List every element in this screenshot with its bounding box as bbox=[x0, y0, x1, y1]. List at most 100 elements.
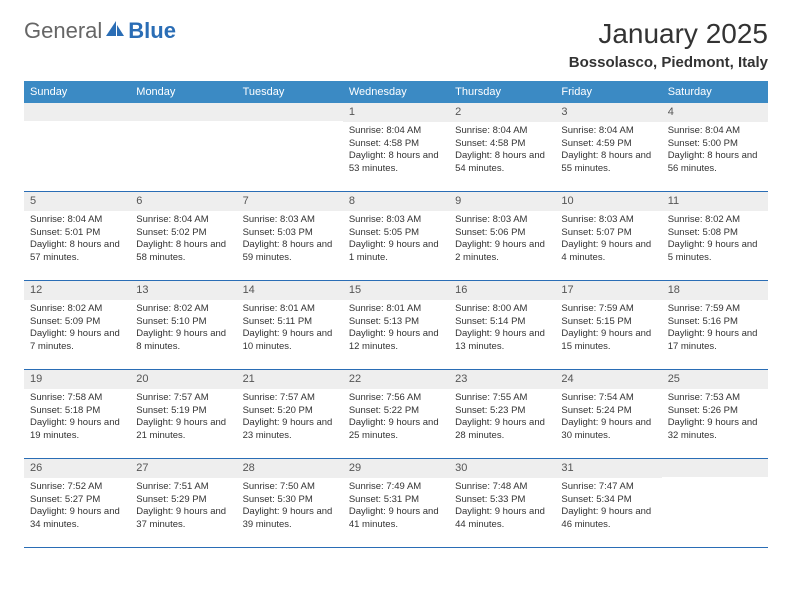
day-number: 18 bbox=[662, 281, 768, 300]
sunset-text: Sunset: 5:11 PM bbox=[243, 316, 337, 329]
day-body: Sunrise: 7:50 AMSunset: 5:30 PMDaylight:… bbox=[237, 478, 343, 537]
sunrise-text: Sunrise: 7:55 AM bbox=[455, 392, 549, 405]
sunrise-text: Sunrise: 7:57 AM bbox=[243, 392, 337, 405]
day-number: 3 bbox=[555, 103, 661, 122]
daylight-text: Daylight: 9 hours and 10 minutes. bbox=[243, 328, 337, 354]
day-cell: 4 Sunrise: 8:04 AMSunset: 5:00 PMDaylight… bbox=[662, 103, 768, 191]
daylight-text: Daylight: 9 hours and 46 minutes. bbox=[561, 506, 655, 532]
day-body: Sunrise: 7:47 AMSunset: 5:34 PMDaylight:… bbox=[555, 478, 661, 537]
daylight-text: Daylight: 9 hours and 1 minute. bbox=[349, 239, 443, 265]
day-cell: 13Sunrise: 8:02 AMSunset: 5:10 PMDayligh… bbox=[130, 281, 236, 369]
sunrise-text: Sunrise: 7:53 AM bbox=[668, 392, 762, 405]
day-cell: 28Sunrise: 7:50 AMSunset: 5:30 PMDayligh… bbox=[237, 459, 343, 547]
daylight-text: Daylight: 8 hours and 59 minutes. bbox=[243, 239, 337, 265]
day-number: 8 bbox=[343, 192, 449, 211]
sunset-text: Sunset: 5:10 PM bbox=[136, 316, 230, 329]
daylight-text: Daylight: 9 hours and 23 minutes. bbox=[243, 417, 337, 443]
sunrise-text: Sunrise: 7:50 AM bbox=[243, 481, 337, 494]
logo-text-blue: Blue bbox=[128, 18, 176, 44]
day-body: Sunrise: 7:48 AMSunset: 5:33 PMDaylight:… bbox=[449, 478, 555, 537]
daylight-text: Daylight: 9 hours and 25 minutes. bbox=[349, 417, 443, 443]
week-row: 26Sunrise: 7:52 AMSunset: 5:27 PMDayligh… bbox=[24, 459, 768, 548]
day-body: Sunrise: 8:04 AMSunset: 5:02 PMDaylight:… bbox=[130, 211, 236, 270]
day-number: 25 bbox=[662, 370, 768, 389]
day-number: 5 bbox=[24, 192, 130, 211]
day-cell: 21Sunrise: 7:57 AMSunset: 5:20 PMDayligh… bbox=[237, 370, 343, 458]
calendar: Sunday Monday Tuesday Wednesday Thursday… bbox=[24, 81, 768, 548]
day-header: Thursday bbox=[449, 81, 555, 103]
sunrise-text: Sunrise: 8:01 AM bbox=[349, 303, 443, 316]
day-number: 9 bbox=[449, 192, 555, 211]
day-cell: 3Sunrise: 8:04 AMSunset: 4:59 PMDaylight… bbox=[555, 103, 661, 191]
sunset-text: Sunset: 5:24 PM bbox=[561, 405, 655, 418]
day-header: Sunday bbox=[24, 81, 130, 103]
day-cell: 27Sunrise: 7:51 AMSunset: 5:29 PMDayligh… bbox=[130, 459, 236, 547]
sunset-text: Sunset: 4:58 PM bbox=[455, 138, 549, 151]
sunrise-text: Sunrise: 7:59 AM bbox=[668, 303, 762, 316]
day-body: Sunrise: 7:57 AMSunset: 5:19 PMDaylight:… bbox=[130, 389, 236, 448]
day-number: 6 bbox=[130, 192, 236, 211]
sunrise-text: Sunrise: 7:58 AM bbox=[30, 392, 124, 405]
day-cell: 7Sunrise: 8:03 AMSunset: 5:03 PMDaylight… bbox=[237, 192, 343, 280]
day-body: Sunrise: 7:56 AMSunset: 5:22 PMDaylight:… bbox=[343, 389, 449, 448]
day-body: Sunrise: 7:52 AMSunset: 5:27 PMDaylight:… bbox=[24, 478, 130, 537]
day-cell: 20Sunrise: 7:57 AMSunset: 5:19 PMDayligh… bbox=[130, 370, 236, 458]
daylight-text: Daylight: 9 hours and 19 minutes. bbox=[30, 417, 124, 443]
day-number: 29 bbox=[343, 459, 449, 478]
day-number: 15 bbox=[343, 281, 449, 300]
day-cell: 11Sunrise: 8:02 AMSunset: 5:08 PMDayligh… bbox=[662, 192, 768, 280]
sunset-text: Sunset: 4:58 PM bbox=[349, 138, 443, 151]
day-header: Wednesday bbox=[343, 81, 449, 103]
sunset-text: Sunset: 5:16 PM bbox=[668, 316, 762, 329]
daylight-text: Daylight: 9 hours and 21 minutes. bbox=[136, 417, 230, 443]
sunset-text: Sunset: 5:05 PM bbox=[349, 227, 443, 240]
week-row: 12Sunrise: 8:02 AMSunset: 5:09 PMDayligh… bbox=[24, 281, 768, 370]
day-number: 22 bbox=[343, 370, 449, 389]
daylight-text: Daylight: 9 hours and 7 minutes. bbox=[30, 328, 124, 354]
day-body: Sunrise: 7:49 AMSunset: 5:31 PMDaylight:… bbox=[343, 478, 449, 537]
sunrise-text: Sunrise: 8:03 AM bbox=[349, 214, 443, 227]
header: General Blue January 2025 Bossolasco, Pi… bbox=[24, 18, 768, 71]
sunrise-text: Sunrise: 8:02 AM bbox=[668, 214, 762, 227]
day-cell bbox=[24, 103, 130, 191]
week-row: 5Sunrise: 8:04 AMSunset: 5:01 PMDaylight… bbox=[24, 192, 768, 281]
daylight-text: Daylight: 9 hours and 41 minutes. bbox=[349, 506, 443, 532]
day-cell: 22Sunrise: 7:56 AMSunset: 5:22 PMDayligh… bbox=[343, 370, 449, 458]
sunrise-text: Sunrise: 7:54 AM bbox=[561, 392, 655, 405]
day-number: 12 bbox=[24, 281, 130, 300]
sunrise-text: Sunrise: 7:49 AM bbox=[349, 481, 443, 494]
day-number: 4 bbox=[662, 103, 768, 122]
day-cell: 17Sunrise: 7:59 AMSunset: 5:15 PMDayligh… bbox=[555, 281, 661, 369]
day-number: 2 bbox=[449, 103, 555, 122]
sunset-text: Sunset: 5:23 PM bbox=[455, 405, 549, 418]
day-body: Sunrise: 8:04 AMSunset: 5:01 PMDaylight:… bbox=[24, 211, 130, 270]
daylight-text: Daylight: 8 hours and 56 minutes. bbox=[668, 150, 762, 176]
sunrise-text: Sunrise: 8:04 AM bbox=[30, 214, 124, 227]
daylight-text: Daylight: 9 hours and 28 minutes. bbox=[455, 417, 549, 443]
day-body: Sunrise: 8:01 AMSunset: 5:13 PMDaylight:… bbox=[343, 300, 449, 359]
sunset-text: Sunset: 5:00 PM bbox=[668, 138, 762, 151]
sunrise-text: Sunrise: 7:56 AM bbox=[349, 392, 443, 405]
day-body: Sunrise: 8:04 AMSunset: 4:59 PMDaylight:… bbox=[555, 122, 661, 181]
sunrise-text: Sunrise: 7:59 AM bbox=[561, 303, 655, 316]
sunset-text: Sunset: 5:22 PM bbox=[349, 405, 443, 418]
daylight-text: Daylight: 8 hours and 58 minutes. bbox=[136, 239, 230, 265]
day-header: Monday bbox=[130, 81, 236, 103]
daylight-text: Daylight: 9 hours and 17 minutes. bbox=[668, 328, 762, 354]
sunset-text: Sunset: 5:15 PM bbox=[561, 316, 655, 329]
sunrise-text: Sunrise: 7:48 AM bbox=[455, 481, 549, 494]
day-cell: 16Sunrise: 8:00 AMSunset: 5:14 PMDayligh… bbox=[449, 281, 555, 369]
day-number: 31 bbox=[555, 459, 661, 478]
day-cell: 1Sunrise: 8:04 AMSunset: 4:58 PMDaylight… bbox=[343, 103, 449, 191]
sunrise-text: Sunrise: 8:04 AM bbox=[349, 125, 443, 138]
daylight-text: Daylight: 9 hours and 30 minutes. bbox=[561, 417, 655, 443]
day-number: 19 bbox=[24, 370, 130, 389]
daylight-text: Daylight: 9 hours and 8 minutes. bbox=[136, 328, 230, 354]
day-body: Sunrise: 8:00 AMSunset: 5:14 PMDaylight:… bbox=[449, 300, 555, 359]
sunrise-text: Sunrise: 8:04 AM bbox=[668, 125, 762, 138]
daylight-text: Daylight: 9 hours and 37 minutes. bbox=[136, 506, 230, 532]
day-number: 30 bbox=[449, 459, 555, 478]
daylight-text: Daylight: 9 hours and 34 minutes. bbox=[30, 506, 124, 532]
day-cell: 2Sunrise: 8:04 AMSunset: 4:58 PMDaylight… bbox=[449, 103, 555, 191]
day-number bbox=[237, 103, 343, 121]
